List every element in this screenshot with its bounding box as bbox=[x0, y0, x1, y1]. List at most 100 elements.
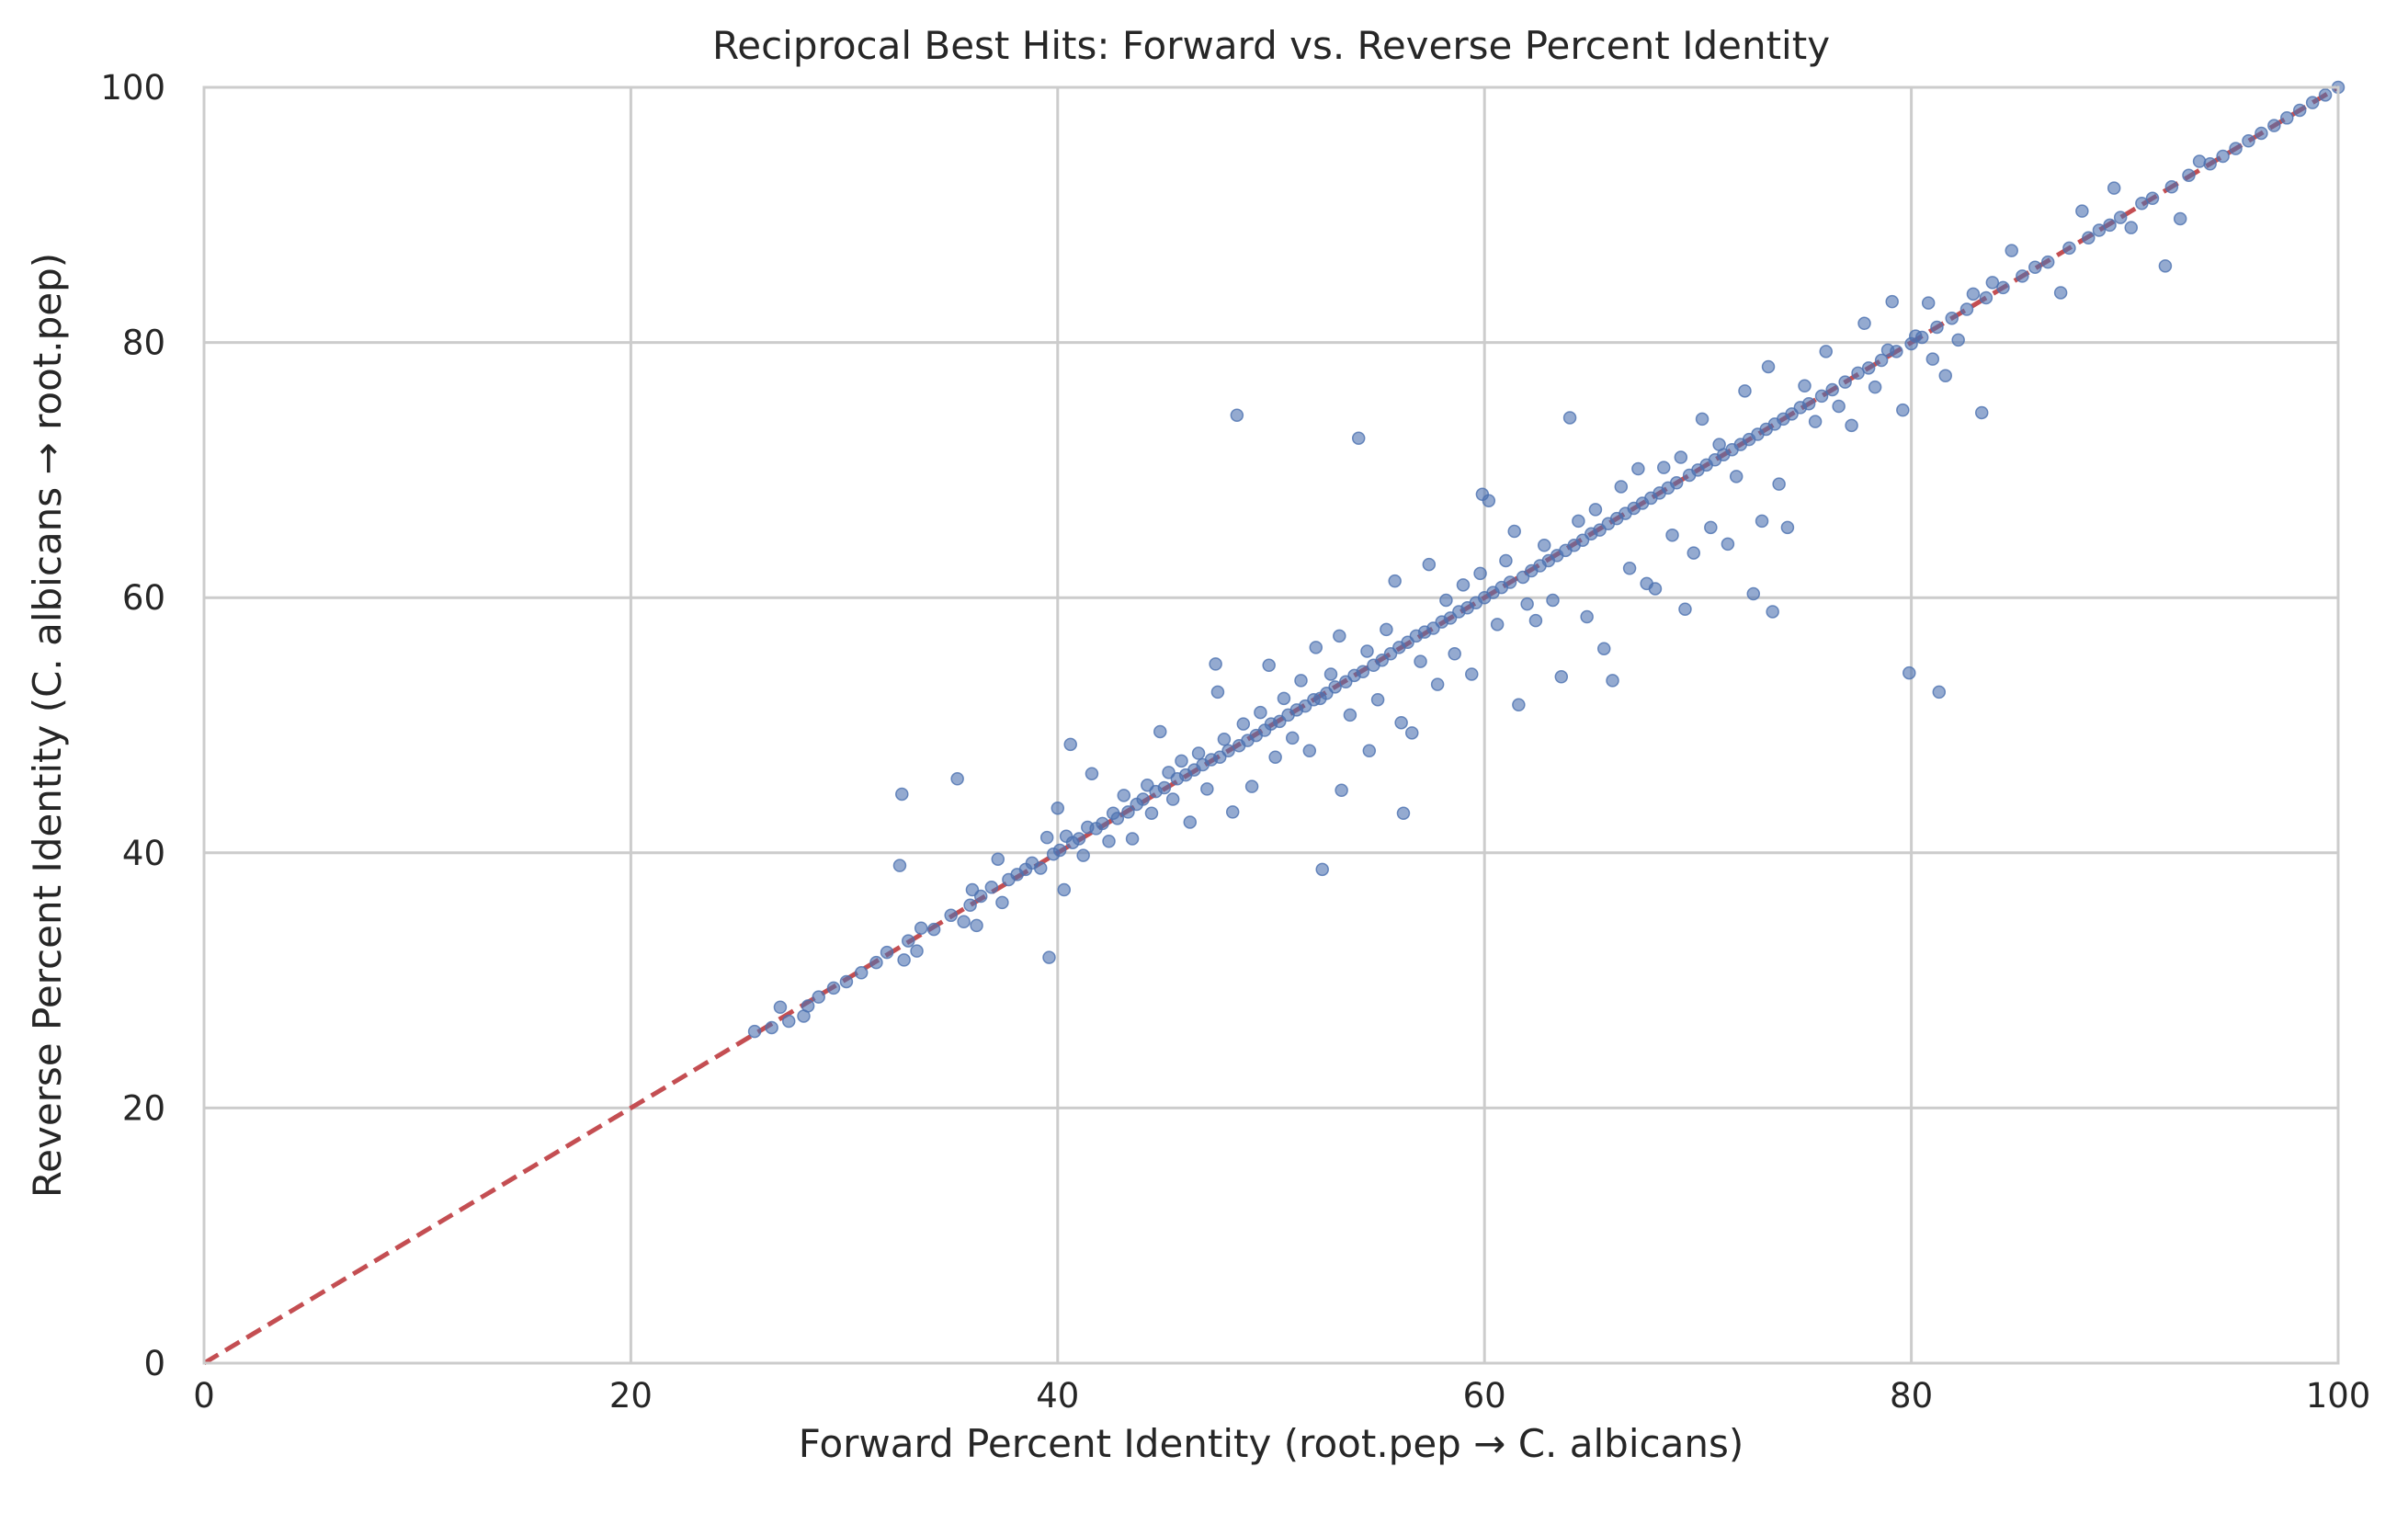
data-point bbox=[1277, 691, 1291, 706]
data-point bbox=[1323, 667, 1338, 681]
y-tick-label: 20 bbox=[122, 1088, 165, 1128]
data-point bbox=[2229, 142, 2243, 155]
data-point bbox=[2053, 286, 2068, 300]
data-point bbox=[747, 1024, 762, 1039]
data-point bbox=[1996, 280, 2010, 295]
data-point bbox=[2028, 260, 2042, 274]
data-point bbox=[1157, 780, 1172, 795]
data-point bbox=[1695, 412, 1709, 426]
data-point bbox=[1221, 744, 1235, 758]
data-point bbox=[2135, 197, 2149, 210]
data-point bbox=[1057, 882, 1072, 897]
data-point bbox=[1482, 494, 1496, 507]
data-point bbox=[1076, 848, 1090, 862]
data-point bbox=[2005, 244, 2018, 257]
data-point bbox=[1974, 405, 1989, 420]
data-point bbox=[1951, 333, 1965, 347]
data-point bbox=[1096, 816, 1109, 831]
data-point bbox=[1801, 396, 1816, 411]
x-tick-label: 20 bbox=[609, 1376, 653, 1416]
data-point bbox=[1721, 537, 1735, 552]
data-point bbox=[1052, 843, 1067, 858]
data-point bbox=[1985, 276, 2000, 290]
data-point bbox=[1225, 805, 1240, 819]
data-point bbox=[910, 944, 924, 958]
x-tick-label: 100 bbox=[2306, 1376, 2371, 1416]
data-point bbox=[1925, 352, 1940, 366]
data-point bbox=[1674, 450, 1688, 464]
data-point bbox=[1033, 861, 1048, 875]
chart-title: Reciprocal Best Hits: Forward vs. Revers… bbox=[712, 23, 1830, 68]
data-point bbox=[1772, 477, 1786, 491]
y-tick-label: 80 bbox=[122, 324, 165, 363]
data-point bbox=[1606, 674, 1619, 688]
data-point bbox=[1704, 520, 1718, 535]
data-point bbox=[1851, 366, 1865, 381]
data-point bbox=[1945, 311, 1959, 325]
data-point bbox=[1959, 302, 1974, 316]
data-point bbox=[1729, 470, 1744, 483]
data-point bbox=[2082, 231, 2096, 245]
data-point bbox=[1798, 379, 1812, 393]
data-point bbox=[2192, 154, 2207, 168]
data-point bbox=[1507, 524, 1521, 539]
data-point bbox=[2124, 221, 2139, 234]
data-point bbox=[1588, 503, 1603, 517]
data-point bbox=[1362, 744, 1377, 758]
data-point bbox=[1121, 805, 1135, 819]
data-point bbox=[926, 922, 941, 937]
data-point bbox=[1200, 782, 1214, 796]
data-point bbox=[1117, 789, 1131, 802]
data-point bbox=[1656, 461, 1671, 474]
data-point bbox=[2145, 191, 2160, 206]
data-point bbox=[2107, 181, 2121, 195]
data-point bbox=[1165, 792, 1180, 806]
data-point bbox=[1808, 415, 1823, 428]
data-point bbox=[1333, 629, 1346, 643]
data-point bbox=[1343, 708, 1357, 722]
data-point bbox=[1254, 705, 1267, 720]
data-point bbox=[1874, 353, 1889, 368]
data-point bbox=[1738, 384, 1752, 398]
data-point bbox=[1562, 411, 1577, 425]
y-tick-label: 60 bbox=[122, 578, 165, 618]
y-tick-label: 40 bbox=[122, 834, 165, 873]
data-point bbox=[1136, 792, 1150, 806]
data-point bbox=[1979, 290, 1993, 305]
data-point bbox=[1360, 644, 1374, 658]
data-point bbox=[970, 918, 983, 933]
data-point bbox=[812, 990, 825, 1004]
data-point bbox=[869, 955, 883, 970]
data-point bbox=[1309, 641, 1323, 654]
data-point bbox=[1144, 806, 1159, 821]
data-point bbox=[1244, 779, 1259, 793]
data-point bbox=[914, 921, 928, 935]
data-point bbox=[1175, 754, 1188, 768]
data-point bbox=[1622, 562, 1637, 575]
data-point bbox=[2173, 211, 2187, 226]
plot-frame bbox=[202, 85, 2340, 1365]
data-point bbox=[1110, 812, 1125, 825]
data-point bbox=[1230, 408, 1244, 422]
data-point bbox=[1430, 677, 1445, 691]
data-point bbox=[1209, 657, 1222, 671]
data-point bbox=[826, 981, 841, 995]
data-point bbox=[781, 1014, 796, 1029]
data-point bbox=[1537, 539, 1551, 552]
data-points bbox=[747, 80, 2346, 1039]
data-point bbox=[854, 966, 869, 980]
data-point bbox=[2075, 204, 2089, 218]
data-point bbox=[1572, 514, 1585, 529]
data-point bbox=[1183, 815, 1198, 829]
data-point bbox=[1648, 582, 1663, 596]
data-point bbox=[1845, 418, 1858, 433]
data-point bbox=[963, 898, 977, 912]
data-point bbox=[1780, 520, 1795, 535]
data-point bbox=[1153, 724, 1167, 739]
data-point bbox=[2255, 126, 2268, 141]
data-point bbox=[1315, 862, 1329, 877]
data-point bbox=[1422, 557, 1437, 572]
data-point bbox=[1456, 578, 1471, 592]
data-point bbox=[1039, 830, 1054, 845]
